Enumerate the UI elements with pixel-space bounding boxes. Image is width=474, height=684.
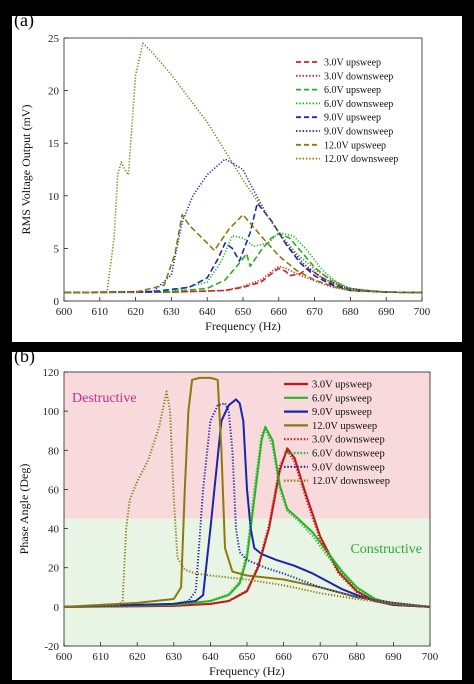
x-tick-label: 620 — [127, 306, 144, 318]
x-tick-label: 690 — [378, 306, 395, 318]
x-tick-label: 600 — [56, 306, 73, 318]
region-constructive — [64, 518, 430, 646]
x-tick-label: 610 — [92, 651, 109, 663]
legend-entry: 6.0V upsweep — [312, 393, 372, 404]
x-axis-label: Frequency (Hz) — [209, 664, 285, 678]
x-tick-label: 700 — [414, 306, 431, 318]
y-axis-label: Phase Angle (Deg) — [17, 464, 31, 555]
x-tick-label: 630 — [163, 306, 180, 318]
y-tick-label: 0 — [54, 602, 60, 614]
legend-entry: 12.0V downsweep — [324, 154, 398, 165]
x-tick-label: 680 — [349, 651, 366, 663]
y-tick-label: 20 — [48, 86, 60, 98]
chart-a-svg: 600 610 620 630 640 650 660 670 680 690 700 0 5 10 15 2… — [19, 33, 431, 333]
legend-entry: 6.0V upsweep — [324, 85, 381, 96]
y-tick-label: 10 — [48, 191, 60, 203]
chart-panel-b: 600 610 620 630 640 650 660 670 680 690 700 -20 0 20 4… — [12, 346, 462, 680]
y-axis-label: RMS Voltage Output (mV) — [19, 105, 33, 235]
series-line-3-0v-downsweep — [63, 265, 423, 294]
legend-entry: 3.0V downsweep — [312, 435, 385, 446]
x-axis-label: Frequency (Hz) — [205, 319, 281, 333]
y-tick-label: 20 — [48, 563, 60, 575]
legend-entry: 3.0V downsweep — [324, 71, 393, 82]
chart-b-svg: 600 610 620 630 640 650 660 670 680 690 700 -20 0 20 4… — [17, 367, 439, 678]
panel-label-b: (b) — [14, 346, 35, 366]
x-tick-label: 620 — [129, 651, 146, 663]
x-tick-label: 670 — [306, 306, 323, 318]
legend-entry: 12.0V upsweep — [312, 421, 377, 432]
y-tick-label: 100 — [43, 406, 60, 418]
series-line-12-0v-upsweep — [63, 376, 431, 608]
x-tick-label: 640 — [199, 306, 216, 318]
y-tick-label: 40 — [48, 524, 60, 536]
x-tick-label: 600 — [56, 651, 73, 663]
series-line-3-0v-upsweep — [63, 267, 423, 294]
series-line-9-0v-upsweep — [63, 202, 423, 294]
region-label-destructive: Destructive — [72, 391, 137, 406]
series-line-12-0v-downsweep — [63, 42, 423, 294]
legend-entry: 12.0V downsweep — [312, 476, 390, 487]
x-tick-label: 680 — [342, 306, 359, 318]
legend-entry: 3.0V upsweep — [324, 58, 381, 69]
x-tick-label: 640 — [202, 651, 219, 663]
y-tick-label: 0 — [54, 296, 60, 308]
legend-entry: 9.0V upsweep — [312, 407, 372, 418]
y-tick-label: 60 — [48, 484, 60, 496]
panel-label-a: (a) — [14, 10, 34, 30]
series-line-6-0v-downsweep — [63, 231, 423, 294]
series-line-3-0v-upsweep — [63, 447, 431, 608]
series-line-12-0v-downsweep — [63, 390, 431, 608]
x-tick-label: 610 — [92, 306, 109, 318]
x-tick-label: 660 — [275, 651, 292, 663]
chart-panel-a: 600 610 620 630 640 650 660 670 680 690 700 0 5 10 15 2… — [12, 10, 462, 342]
series-line-6-0v-upsweep — [63, 232, 423, 294]
x-tick-label: 660 — [271, 306, 288, 318]
x-tick-label: 650 — [235, 306, 252, 318]
legend-entry: 9.0V downsweep — [324, 127, 393, 138]
x-tick-label: 630 — [166, 651, 183, 663]
y-tick-label: 25 — [48, 33, 60, 45]
legend-entry: 9.0V upsweep — [324, 113, 381, 124]
x-tick-label: 690 — [385, 651, 402, 663]
y-tick-label: 80 — [48, 445, 60, 457]
series-line-12-0v-upsweep — [63, 213, 423, 294]
x-tick-label: 650 — [239, 651, 256, 663]
x-tick-label: 670 — [312, 651, 329, 663]
legend-entry: 6.0V downsweep — [312, 449, 385, 460]
y-tick-label: 5 — [54, 243, 60, 255]
legend-entry: 9.0V downsweep — [312, 462, 385, 473]
series-line-6-0v-downsweep — [63, 427, 431, 608]
y-tick-label: -20 — [44, 641, 59, 653]
y-tick-label: 15 — [48, 138, 60, 150]
legend-entry: 3.0V upsweep — [312, 380, 372, 391]
y-tick-label: 120 — [43, 367, 60, 379]
legend-entry: 6.0V downsweep — [324, 99, 393, 110]
x-tick-label: 700 — [422, 651, 439, 663]
legend-entry: 12.0V upsweep — [324, 140, 386, 151]
region-label-constructive: Constructive — [350, 542, 422, 557]
series-line-9-0v-upsweep — [63, 398, 431, 608]
